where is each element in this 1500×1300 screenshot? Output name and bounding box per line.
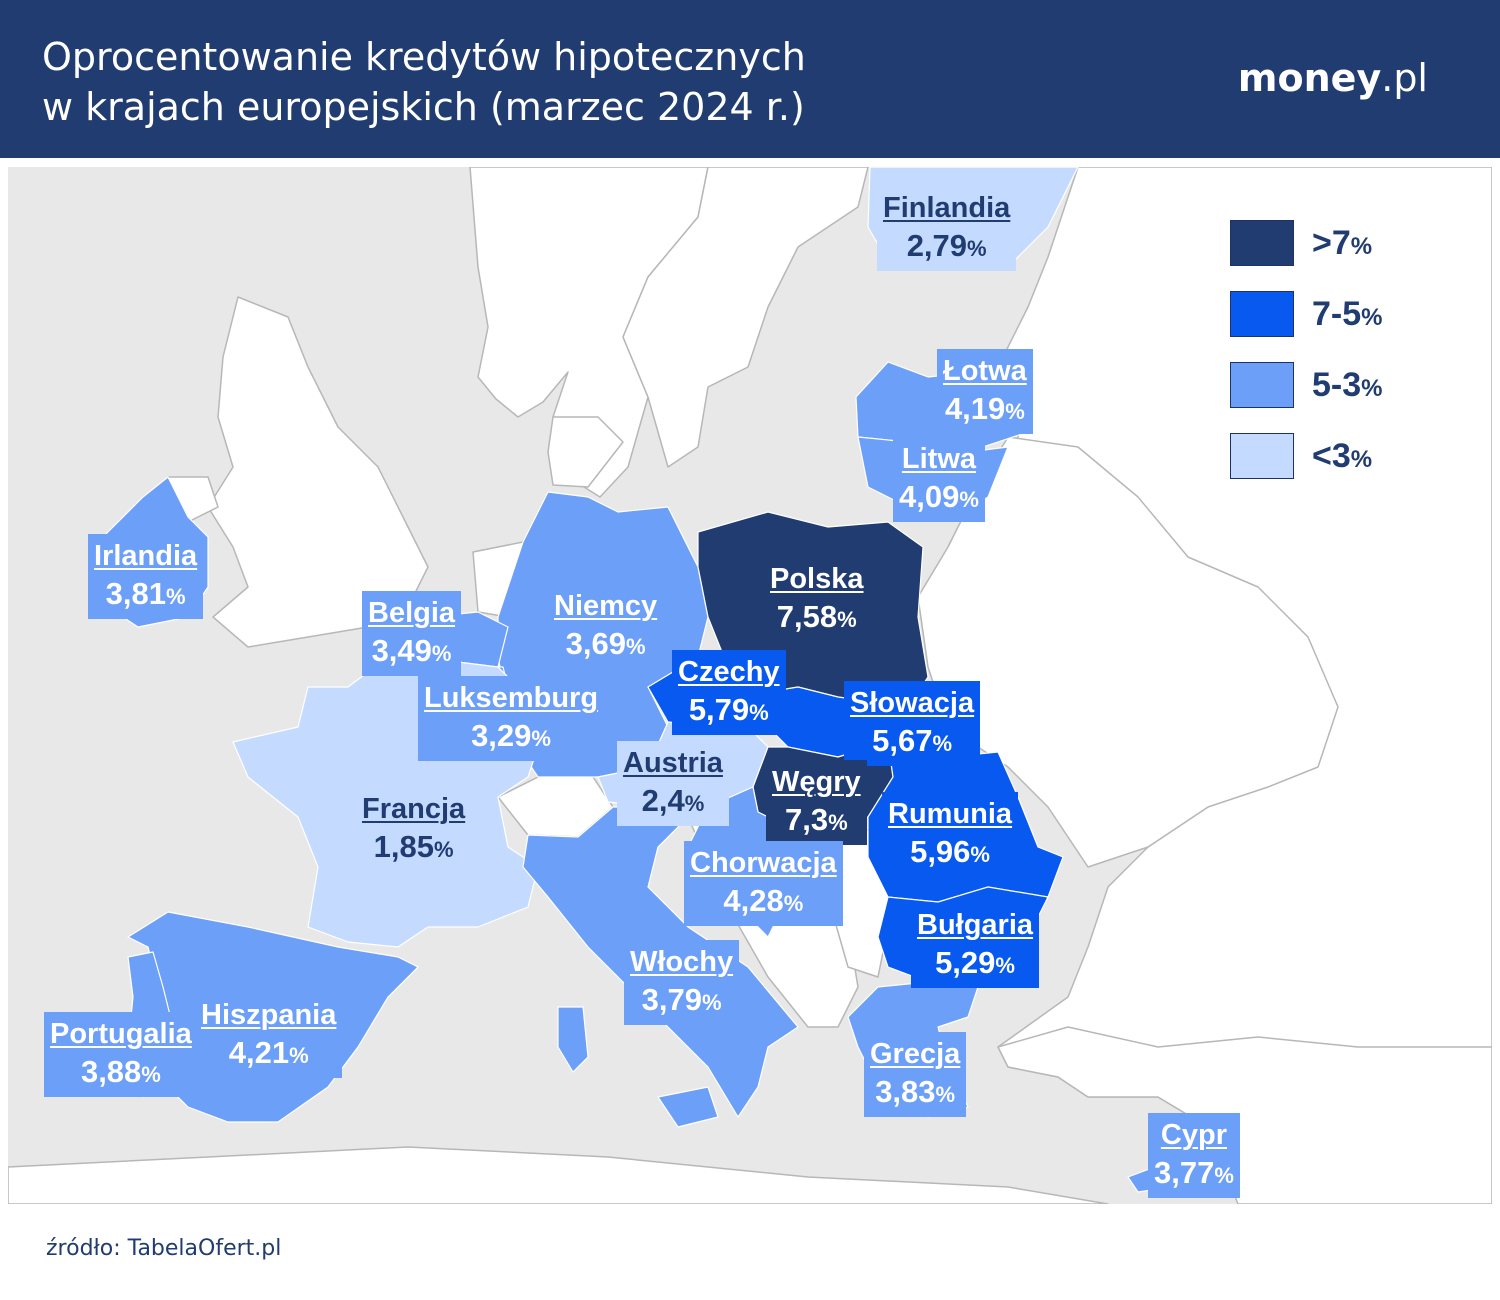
land-denmark	[547, 416, 624, 488]
title-line-1: Oprocentowanie kredytów hipotecznych	[42, 35, 806, 79]
country-label-cypr: Cypr 3,77%	[1148, 1113, 1240, 1198]
country-label-luksemburg: Luksemburg 3,29%	[418, 676, 605, 761]
country-label-hiszpania: Hiszpania 4,21%	[195, 993, 343, 1078]
country-label-wlochy: Włochy 3,79%	[624, 940, 740, 1025]
country-label-belgia: Belgia 3,49%	[362, 591, 462, 676]
country-label-finlandia: Finlandia 2,79%	[877, 186, 1017, 271]
legend-swatch-5-3	[1230, 362, 1294, 408]
legend-item-lt3: <3%	[1228, 431, 1468, 479]
country-shape-sycylia	[657, 1086, 719, 1128]
land-belarus-ukraine	[917, 436, 1339, 868]
legend-item-7-5: 7-5%	[1228, 289, 1468, 337]
legend-label-5-3: 5-3%	[1312, 366, 1383, 404]
legend-swatch-lt3	[1230, 433, 1294, 479]
title-line-2: w krajach europejskich (marzec 2024 r.)	[42, 85, 805, 129]
land-northern-sweden	[622, 167, 869, 468]
country-label-lotwa: Łotwa 4,19%	[937, 349, 1033, 434]
country-label-grecja: Grecja 3,83%	[864, 1032, 967, 1117]
country-label-polska: Polska 7,58%	[764, 557, 870, 642]
country-label-rumunia: Rumunia 5,96%	[882, 792, 1019, 877]
country-label-irlandia: Irlandia 3,81%	[88, 534, 204, 619]
legend-label-gt7: >7%	[1312, 224, 1373, 262]
country-shape-sardynia	[557, 1006, 589, 1073]
land-north-africa	[8, 1146, 1109, 1204]
legend-item-gt7: >7%	[1228, 218, 1468, 266]
legend-swatch-7-5	[1230, 291, 1294, 337]
legend-swatch-gt7	[1230, 220, 1294, 266]
legend: >7% 7-5% 5-3% <3%	[1228, 218, 1468, 502]
country-label-niemcy: Niemcy 3,69%	[548, 584, 664, 669]
land-great-britain	[207, 296, 429, 648]
land-turkey	[997, 1026, 1492, 1204]
country-label-austria: Austria 2,4%	[617, 741, 729, 826]
country-label-chorwacja: Chorwacja 4,28%	[684, 841, 843, 926]
money-pl-logo: money.pl	[1238, 56, 1428, 100]
country-label-portugalia: Portugalia 3,88%	[44, 1012, 198, 1097]
country-label-slowacja: Słowacja 5,67%	[844, 681, 981, 766]
country-label-czechy: Czechy 5,79%	[672, 650, 786, 735]
country-label-litwa: Litwa 4,09%	[893, 437, 985, 522]
legend-label-7-5: 7-5%	[1312, 295, 1383, 333]
country-label-bulgaria: Bułgaria 5,29%	[911, 903, 1040, 988]
country-label-wegry: Węgry 7,3%	[766, 760, 867, 845]
legend-label-lt3: <3%	[1312, 437, 1373, 475]
logo-tld: .pl	[1381, 56, 1428, 100]
logo-brand: money	[1237, 56, 1382, 100]
legend-item-5-3: 5-3%	[1228, 360, 1468, 408]
chart-title: Oprocentowanie kredytów hipotecznych w k…	[42, 32, 806, 132]
source-note: źródło: TabelaOfert.pl	[46, 1236, 282, 1261]
header-bar: Oprocentowanie kredytów hipotecznych w k…	[0, 0, 1500, 158]
country-label-francja: Francja 1,85%	[356, 787, 472, 872]
